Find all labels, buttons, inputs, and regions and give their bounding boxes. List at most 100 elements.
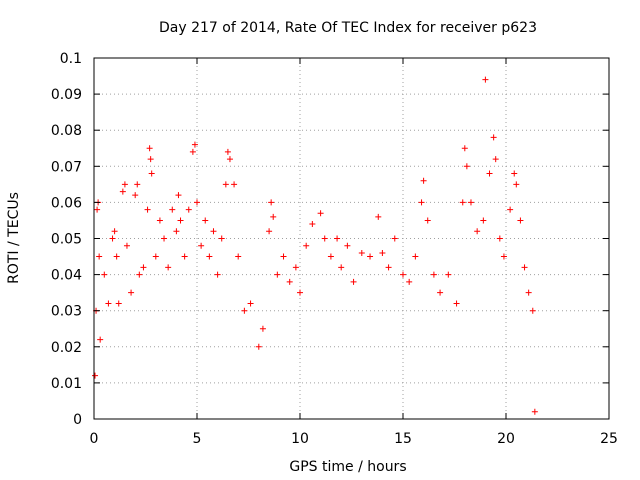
data-point [123, 242, 130, 249]
data-point [268, 199, 275, 206]
data-point [247, 300, 254, 307]
data-point [338, 264, 345, 271]
data-point [274, 271, 281, 278]
data-point [97, 336, 104, 343]
data-point [206, 253, 213, 260]
data-point [379, 249, 386, 256]
data-point [480, 217, 487, 224]
y-tick-label: 0.09 [51, 87, 82, 103]
data-point [430, 271, 437, 278]
data-point [194, 199, 200, 206]
data-point [500, 253, 507, 260]
x-tick-label: 0 [90, 431, 99, 447]
data-point [467, 199, 474, 206]
data-point [92, 372, 99, 379]
y-tick-label: 0.05 [51, 232, 82, 248]
y-tick-label: 0.01 [51, 376, 82, 392]
data-point [111, 228, 118, 235]
data-point [486, 170, 493, 177]
data-point [292, 264, 299, 271]
data-point [222, 181, 229, 188]
data-point [358, 249, 365, 256]
data-point [140, 264, 147, 271]
data-point [147, 156, 154, 163]
data-point [445, 271, 452, 278]
data-point [463, 163, 470, 170]
x-tick-label: 20 [497, 431, 515, 447]
data-point [266, 228, 273, 235]
y-tick-label: 0.07 [51, 159, 82, 175]
axis-ticks [93, 57, 610, 420]
data-point [517, 217, 524, 224]
data-point [128, 289, 135, 296]
data-point [169, 206, 176, 213]
data-point [101, 271, 108, 278]
data-point [459, 199, 466, 206]
y-axis-label: ROTI / TECUs [6, 192, 22, 284]
data-point [181, 253, 188, 260]
data-point [224, 148, 231, 155]
data-point [144, 206, 151, 213]
tick-labels: 0 5 10 15 20 25 0 0.01 0.02 0.03 0.04 0.05 0.06 0.07 0… [51, 51, 618, 447]
x-tick-label: 25 [600, 431, 618, 447]
data-point [189, 148, 196, 155]
y-tick-label: 0.02 [51, 340, 82, 356]
y-tick-label: 0.03 [51, 304, 82, 320]
data-point [210, 228, 217, 235]
data-point [165, 264, 172, 271]
data-point [303, 242, 310, 249]
data-point [109, 235, 116, 242]
data-point [490, 134, 497, 141]
data-point [146, 145, 153, 152]
data-point [177, 217, 184, 224]
data-point [132, 192, 139, 199]
data-point [461, 145, 468, 152]
data-point [513, 181, 520, 188]
data-point [350, 278, 357, 285]
x-tick-label: 15 [394, 431, 412, 447]
data-point [94, 206, 101, 213]
plot-frame [93, 57, 610, 420]
data-point [400, 271, 406, 278]
data-point [406, 278, 413, 285]
data-point [420, 177, 427, 184]
data-point [507, 206, 514, 213]
data-point [161, 235, 168, 242]
data-point [218, 235, 225, 242]
data-point [391, 235, 398, 242]
x-tick-label: 5 [193, 431, 202, 447]
data-point [367, 253, 374, 260]
data-point [235, 253, 242, 260]
y-tick-label: 0.1 [60, 51, 82, 67]
x-tick-label: 10 [291, 431, 309, 447]
data-point [334, 235, 341, 242]
data-point [531, 408, 538, 415]
data-point [202, 217, 209, 224]
data-point [185, 206, 192, 213]
data-point [474, 228, 481, 235]
x-axis-label: GPS time / hours [289, 459, 406, 475]
data-point [134, 181, 141, 188]
y-tick-label: 0.04 [51, 268, 82, 284]
data-point [255, 343, 262, 350]
data-point [96, 253, 103, 260]
data-point [309, 221, 316, 228]
data-point [492, 156, 499, 163]
grid [94, 58, 609, 419]
data-point [424, 217, 431, 224]
data-point [344, 242, 351, 249]
y-tick-label: 0 [73, 412, 82, 428]
data-point [521, 264, 528, 271]
data-point [191, 141, 198, 148]
data-point [270, 213, 277, 220]
data-point [453, 300, 460, 307]
data-point [115, 300, 122, 307]
data-point [231, 181, 238, 188]
data-point [317, 210, 324, 217]
data-point [375, 213, 382, 220]
data-point [105, 300, 112, 307]
data-point [152, 253, 159, 260]
data-point [482, 76, 489, 83]
data-point [286, 278, 293, 285]
